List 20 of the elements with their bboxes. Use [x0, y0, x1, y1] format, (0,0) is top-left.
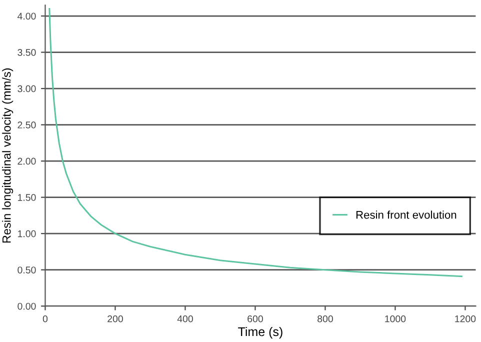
- y-tick-label: 3.00: [18, 85, 36, 92]
- line-series: [48, 8, 462, 278]
- y-tick-label: 1.50: [18, 194, 36, 201]
- x-tick-label: 600: [248, 315, 263, 322]
- y-tick-label: 0.00: [18, 302, 36, 310]
- y-tick-label: 4.00: [17, 12, 36, 20]
- y-tick-label: 1.00: [18, 230, 36, 238]
- x-tick-label: 0: [42, 315, 48, 322]
- x-axis-title: Time (s): [238, 326, 282, 339]
- y-axis-title: Resin longitudinal velocity (mm/s): [2, 68, 14, 243]
- x-tick-label: 200: [108, 315, 123, 322]
- y-tick-label: 3.50: [18, 49, 36, 56]
- y-tick-label: 0.50: [18, 266, 36, 274]
- y-tick-label: 2.50: [18, 122, 36, 128]
- x-tick-label: 1200: [455, 315, 476, 322]
- y-tick-label: 2.00: [18, 158, 36, 165]
- x-tick-label: 1000: [385, 315, 406, 322]
- legend-label: Resin front evolution: [356, 210, 456, 219]
- x-tick-label: 800: [318, 315, 333, 322]
- x-tick-label: 400: [177, 315, 193, 322]
